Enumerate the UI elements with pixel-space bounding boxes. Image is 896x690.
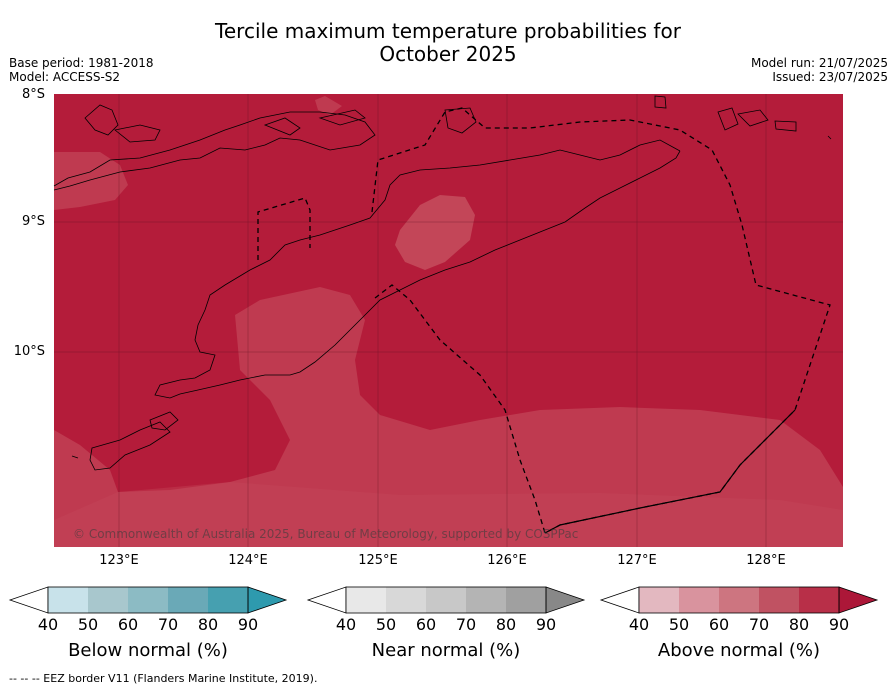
colorbar-near-segment xyxy=(466,587,506,613)
colorbar-above-tick: 80 xyxy=(788,615,810,634)
colorbar-near-tick: 40 xyxy=(335,615,357,634)
region-70-80-center xyxy=(395,195,475,270)
colorbar-above-tick: 90 xyxy=(828,615,850,634)
colorbar-above xyxy=(599,586,879,614)
lat-label-8s: 8°S xyxy=(21,87,45,102)
copyright-notice: © Commonwealth of Australia 2025, Bureau… xyxy=(73,527,579,541)
region-70-80-bottom-faint xyxy=(54,482,843,547)
colorbar-below-segment xyxy=(128,587,168,613)
colorbar-above-segment xyxy=(639,587,679,613)
colorbar-below-outline xyxy=(47,586,249,614)
base-period: Base period: 1981-2018 xyxy=(9,56,154,70)
colorbar-near-outline xyxy=(345,586,547,614)
colorbar-near-segment xyxy=(506,587,546,613)
colorbar-above-tick: 50 xyxy=(668,615,690,634)
colorbar-below-tick: 90 xyxy=(237,615,259,634)
colorbar-below-low-extend xyxy=(8,586,49,614)
colorbar-near-tick: 70 xyxy=(455,615,477,634)
coastlines xyxy=(53,95,832,471)
meta-right: Model run: 21/07/2025 Issued: 23/07/2025 xyxy=(751,56,888,84)
model-run: Model run: 21/07/2025 xyxy=(750,56,888,70)
colorbar-below-segment xyxy=(168,587,208,613)
title-line-1: Tercile maximum temperature probabilitie… xyxy=(215,19,681,43)
colorbar-above-low-extend xyxy=(599,586,640,614)
colorbar-near-tick: 80 xyxy=(495,615,517,634)
eez-footnote: -- -- -- EEZ border V11 (Flanders Marine… xyxy=(9,672,318,685)
colorbar-below-tick: 50 xyxy=(77,615,99,634)
colorbar-above-segment xyxy=(679,587,719,613)
colorbar-above-segment xyxy=(799,587,839,613)
colorbar-near-segment xyxy=(386,587,426,613)
colorbar-below-tick: 70 xyxy=(157,615,179,634)
lon-label-127e: 127°E xyxy=(617,553,657,568)
colorbar-above-outline xyxy=(638,586,840,614)
colorbar-above-tick: 60 xyxy=(708,615,730,634)
colorbar-above-high-extend xyxy=(838,586,879,614)
lon-label-125e: 125°E xyxy=(358,553,398,568)
colorbar-near-tick: 90 xyxy=(535,615,557,634)
colorbar-below-segment xyxy=(88,587,128,613)
colorbar-near-title: Near normal (%) xyxy=(371,640,521,661)
colorbar-below-high-extend xyxy=(247,586,288,614)
colorbar-above-tick: 70 xyxy=(748,615,770,634)
colorbar-near-high-extend xyxy=(545,586,586,614)
lon-label-128e: 128°E xyxy=(746,553,786,568)
meta-left: Base period: 1981-2018 Model: ACCESS-S2 xyxy=(9,56,154,84)
region-70-80-west xyxy=(54,152,128,210)
colorbar-below xyxy=(8,586,288,614)
eez-solid-segment xyxy=(544,409,796,534)
colorbar-near-segment xyxy=(346,587,386,613)
colorbar-below-title: Below normal (%) xyxy=(68,640,228,661)
colorbar-near-segment xyxy=(426,587,466,613)
colorbar-above-segment xyxy=(719,587,759,613)
title-line-2: October 2025 xyxy=(379,42,517,66)
colorbar-below-tick: 80 xyxy=(197,615,219,634)
lat-label-10s: 10°S xyxy=(13,344,45,359)
lon-label-123e: 123°E xyxy=(99,553,139,568)
colorbar-near-low-extend xyxy=(306,586,347,614)
colorbar-below-tick: 60 xyxy=(117,615,139,634)
model-name: Model: ACCESS-S2 xyxy=(9,70,121,84)
colorbar-above-tick: 40 xyxy=(628,615,650,634)
colorbar-near xyxy=(306,586,586,614)
issued-date: Issued: 23/07/2025 xyxy=(772,70,888,84)
colorbar-below-tick: 40 xyxy=(37,615,59,634)
colorbar-near-tick: 60 xyxy=(415,615,437,634)
lat-label-9s: 9°S xyxy=(21,214,45,229)
colorbar-above-title: Above normal (%) xyxy=(657,640,821,661)
colorbars-svg xyxy=(8,586,879,614)
colorbar-below-segment xyxy=(208,587,248,613)
colorbar-above-segment xyxy=(759,587,799,613)
colorbar-near-tick: 50 xyxy=(375,615,397,634)
lon-label-124e: 124°E xyxy=(228,553,268,568)
colorbar-below-segment xyxy=(48,587,88,613)
region-70-80-top xyxy=(315,96,342,115)
lon-label-126e: 126°E xyxy=(487,553,527,568)
gridlines xyxy=(54,94,843,547)
